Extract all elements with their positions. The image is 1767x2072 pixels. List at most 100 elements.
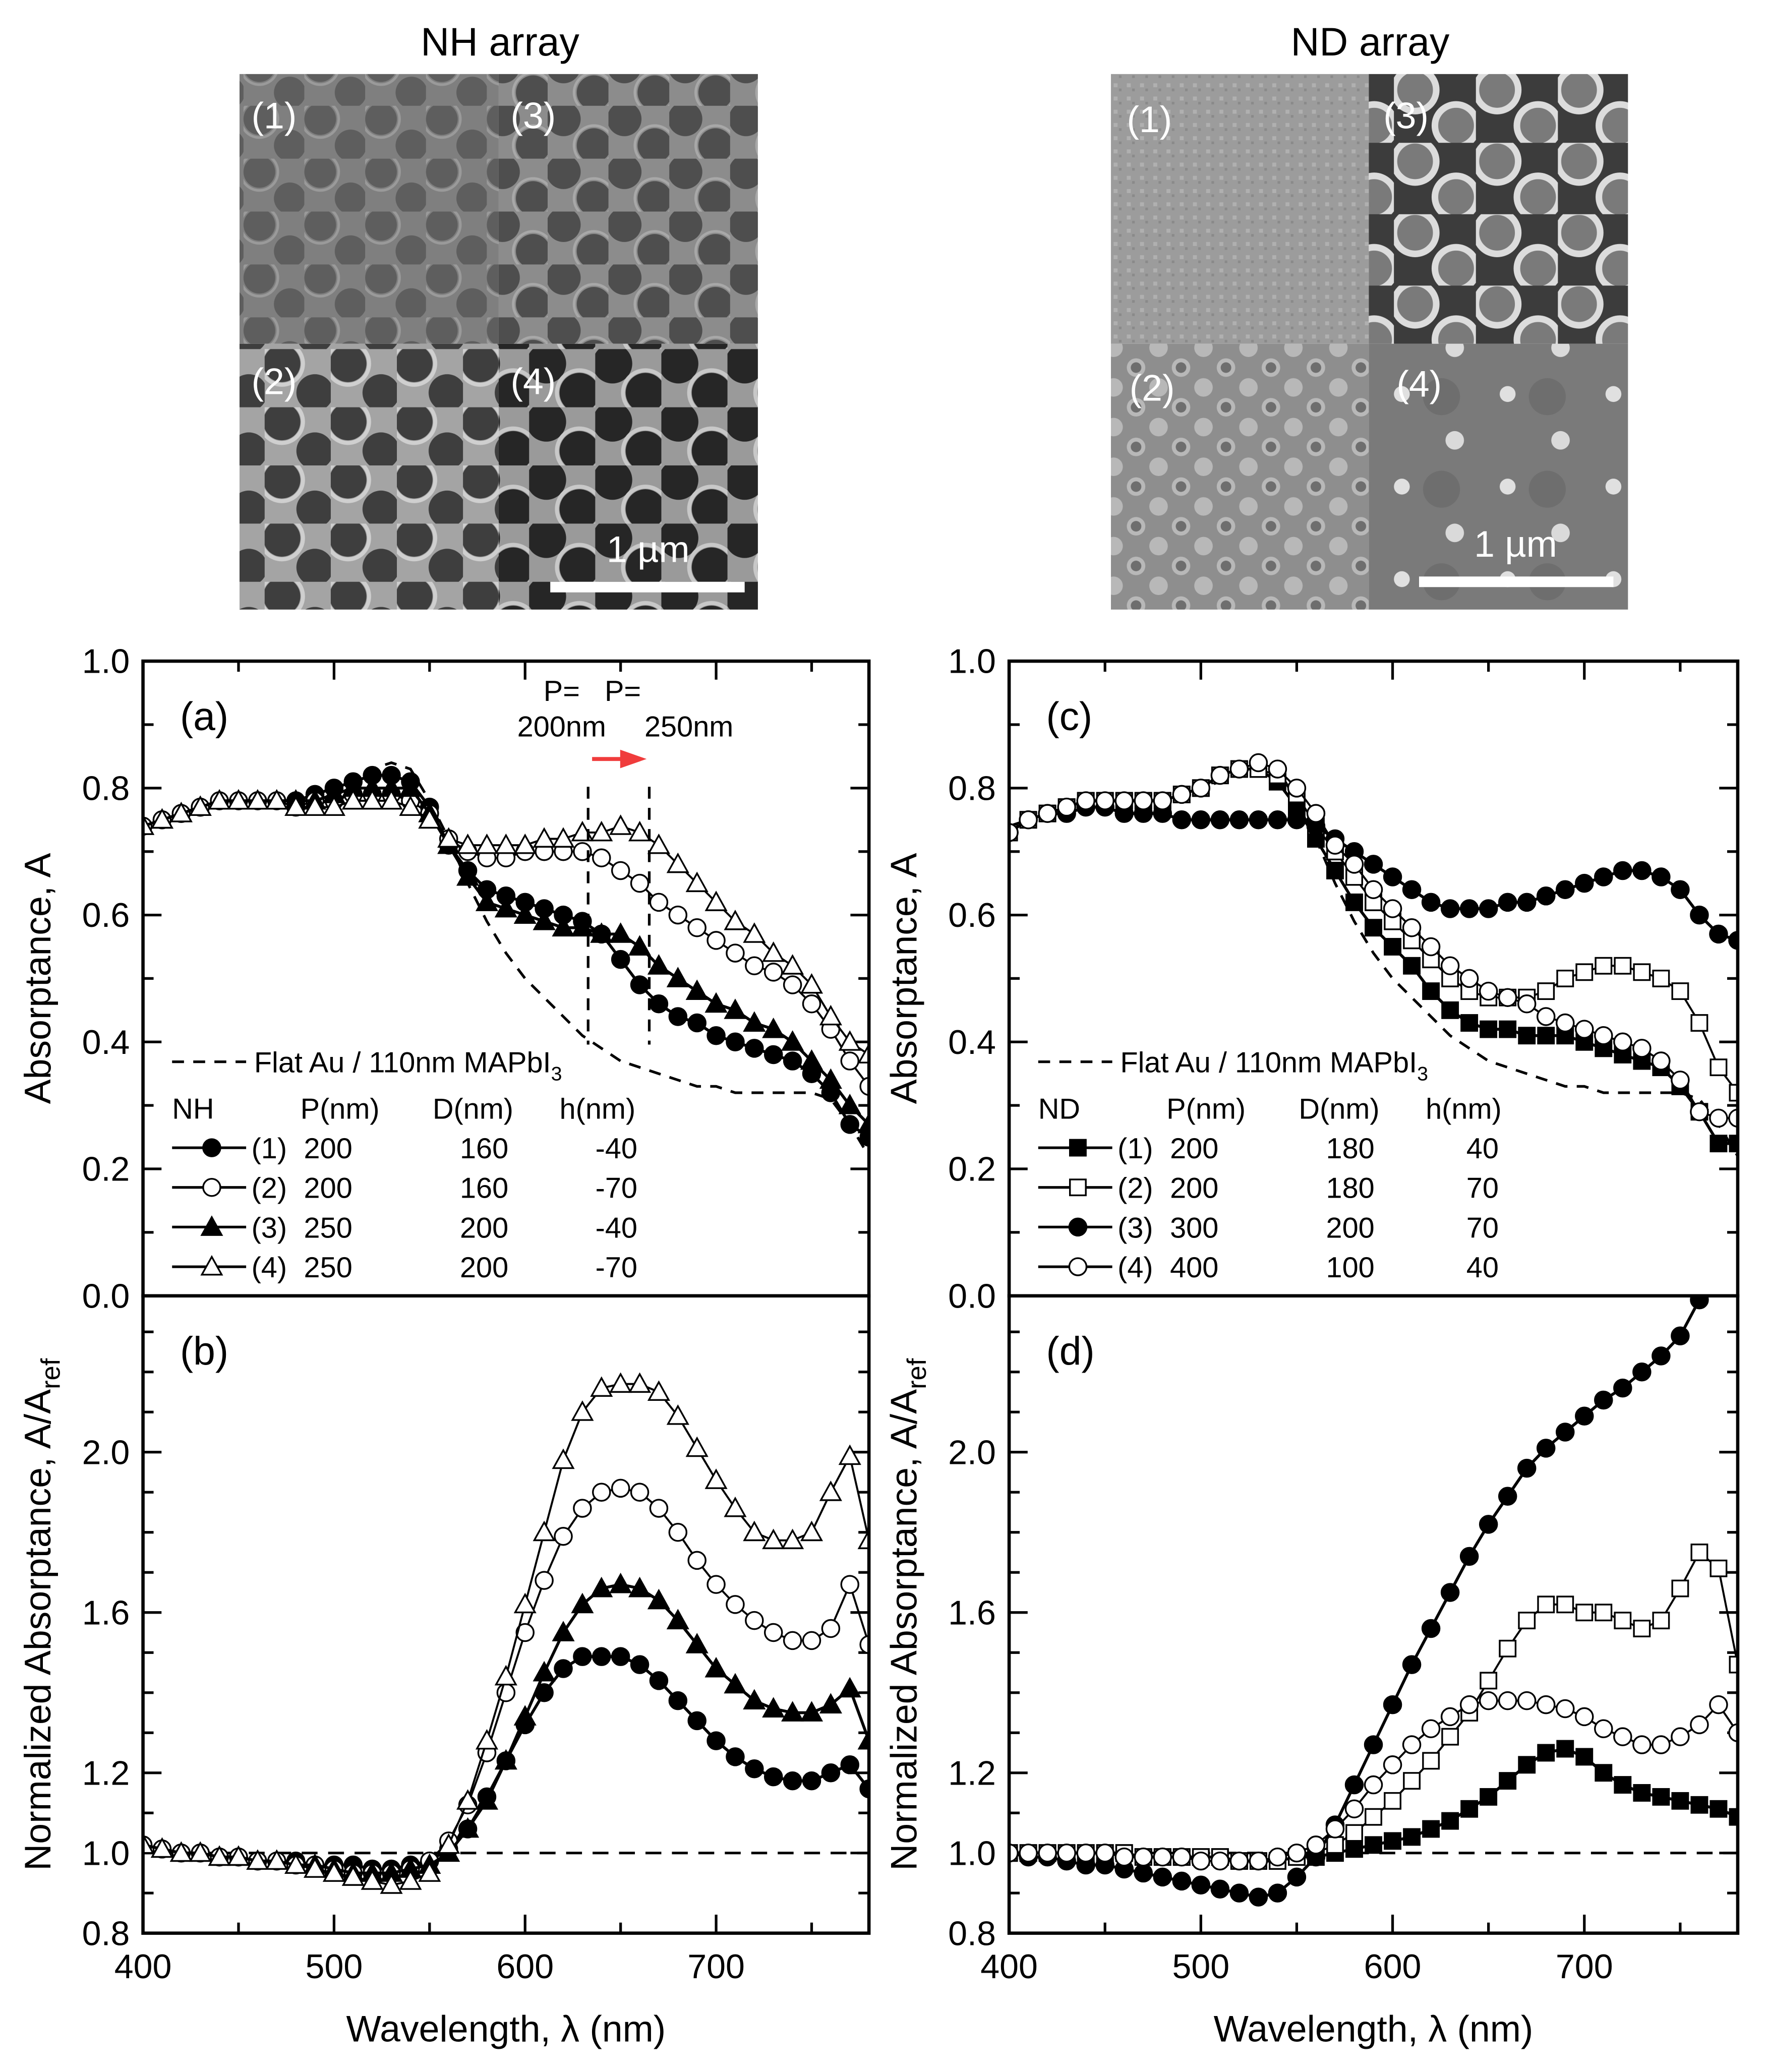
data-point [143,1833,155,1854]
legend-cell: 200 [460,1252,508,1284]
data-point [1403,957,1421,975]
annotation-text: P= [605,675,641,707]
data-point [726,943,745,963]
data-point [1287,1843,1307,1863]
data-point [649,893,669,912]
plot-area [1009,1295,1738,1907]
data-point [552,1448,575,1469]
data-point [724,909,747,930]
data-point [494,1665,517,1686]
data-point [1268,1883,1287,1903]
data-point [838,1677,861,1698]
data-point [685,979,709,1000]
data-point [745,1039,764,1058]
data-point [763,1623,783,1642]
data-point [552,916,575,937]
data-point [1517,893,1537,912]
panel-label: (a) [180,694,228,738]
data-point [1729,1655,1738,1674]
data-point [857,1112,869,1134]
data-point [666,1609,689,1630]
data-point [1710,1800,1728,1818]
legend-marker [202,1177,221,1197]
legend-marker [200,1255,223,1276]
series-line [1009,1295,1704,1899]
y-tick-label: 1.0 [948,642,996,681]
data-point [1517,1691,1537,1710]
data-point [1076,1843,1095,1863]
data-point [704,1656,728,1678]
data-point [399,1869,422,1890]
data-point [1671,982,1689,1000]
data-point [1095,1843,1114,1863]
y-axis-label-subscript: ref [903,1358,932,1389]
data-point [781,1701,804,1722]
data-point [533,909,556,930]
y-tick-label: 1.0 [82,1834,130,1872]
data-point [1479,1691,1498,1710]
data-point [513,903,537,924]
y-tick-label: 0.4 [948,1023,996,1061]
data-point [1440,899,1460,918]
data-point [143,814,155,835]
sem-label: (4) [511,361,556,402]
data-point [1057,1843,1076,1863]
annotation-text: P= [544,675,580,707]
data-point [361,1869,384,1890]
data-point [1498,893,1517,912]
data-point [265,789,288,810]
sem-label: (1) [252,95,297,136]
data-point [1344,1775,1364,1795]
data-point [1459,899,1479,918]
legend-cell: (4) [252,1252,287,1284]
data-point [1614,957,1632,975]
data-point [1229,1851,1249,1871]
data-point [1556,1595,1574,1614]
data-point [800,1520,823,1542]
data-point [1479,1515,1498,1534]
data-point [1153,1867,1172,1887]
legend-header: ND [1038,1093,1080,1125]
data-point [1038,804,1057,823]
plot-frame [1007,1294,1740,1935]
data-point [724,1496,747,1517]
data-point [763,1045,783,1064]
legend-marker [202,1138,221,1157]
series-4 [143,1372,869,1894]
data-point [475,833,499,854]
annotation-text: 200nm [517,711,606,743]
data-point [1114,791,1134,810]
data-point [840,1051,860,1071]
data-point [1652,1346,1671,1366]
data-point [208,1845,231,1866]
data-point [687,1013,706,1033]
data-point [494,897,517,918]
legend-cell: 200 [304,1133,352,1165]
sem-image-nd-2 [1111,343,1369,610]
x-tick-label: 400 [114,1947,172,1986]
data-point [571,916,594,937]
data-point [1191,1851,1211,1871]
data-point [1498,988,1517,1007]
data-point [533,1520,556,1542]
legend-reference-label: Flat Au / 110nm MAPbI3 [1120,1047,1428,1085]
data-point [611,1647,630,1666]
data-point [303,795,327,816]
x-tick-label: 500 [306,1947,363,1986]
data-point [1575,963,1594,981]
data-point [1364,880,1383,899]
chart-panel-c: 0.0 0.2 0.4 0.6 0.8 1.0 Absorptance, A (c) Flat … [884,642,1740,1315]
legend-cell: 70 [1466,1172,1499,1205]
data-point [246,789,269,810]
data-point [1402,880,1422,899]
data-point [819,1481,842,1501]
y-axis-label: Absorptance, A [884,853,925,1104]
data-point [1480,1788,1498,1806]
data-point [685,1633,709,1653]
data-point [802,1771,821,1791]
data-point [840,1755,860,1774]
data-point [303,1857,327,1878]
data-point [1268,810,1287,830]
legend-cell: 100 [1326,1252,1375,1284]
data-point [1575,1406,1594,1426]
